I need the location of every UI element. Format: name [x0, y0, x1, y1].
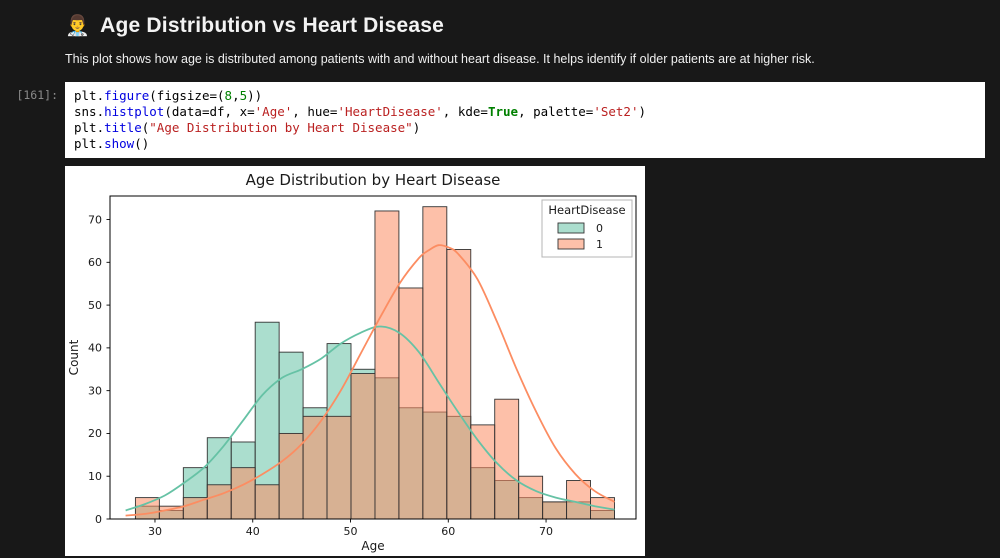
chart-title: Age Distribution by Heart Disease	[246, 171, 501, 189]
legend-title: HeartDisease	[548, 203, 625, 217]
svg-text:40: 40	[246, 525, 260, 538]
markdown-description: This plot shows how age is distributed a…	[65, 52, 815, 66]
svg-text:50: 50	[88, 299, 102, 312]
svg-text:50: 50	[344, 525, 358, 538]
y-axis-label: Count	[67, 339, 81, 375]
svg-text:70: 70	[539, 525, 553, 538]
code-line: plt.figure(figsize=(8,5))	[74, 88, 263, 103]
svg-text:30: 30	[148, 525, 162, 538]
output-prompt-spacer	[0, 166, 65, 172]
output-cell: Age Distribution by Heart Disease 30 40 50 6…	[0, 166, 1000, 556]
axes-box	[109, 195, 637, 520]
svg-text:0: 0	[95, 513, 102, 526]
y-axis: 0 10 20 30 40 50 60 70	[88, 213, 110, 526]
svg-text:20: 20	[88, 427, 102, 440]
svg-text:70: 70	[88, 213, 102, 226]
doctor-emoji-icon: 👨‍⚕️	[65, 15, 91, 37]
page-title: 👨‍⚕️ Age Distribution vs Heart Disease	[65, 14, 984, 38]
code-line: plt.title("Age Distribution by Heart Dis…	[74, 120, 421, 135]
svg-text:60: 60	[441, 525, 455, 538]
bars-series-1	[134, 206, 615, 520]
kde-line-0	[125, 325, 615, 512]
kde-line-1	[125, 244, 615, 517]
code-cell[interactable]: [161]: plt.figure(figsize=(8,5)) sns.hist…	[0, 82, 1000, 158]
svg-text:30: 30	[88, 384, 102, 397]
markdown-cell: 👨‍⚕️ Age Distribution vs Heart Disease T…	[65, 14, 984, 66]
svg-text:60: 60	[88, 256, 102, 269]
x-axis-label: Age	[361, 539, 384, 553]
page-title-text: Age Distribution vs Heart Disease	[100, 14, 444, 37]
legend-swatch-1	[557, 238, 585, 250]
chart-legend: HeartDisease 0 1	[541, 199, 633, 258]
x-axis: 30 40 50 60 70	[148, 519, 553, 538]
execution-count: [161]:	[16, 88, 58, 102]
code-line: plt.show()	[74, 136, 150, 151]
histogram-chart: Age Distribution by Heart Disease 30 40 50 6…	[65, 166, 645, 556]
svg-text:40: 40	[88, 342, 102, 355]
legend-swatch-0	[557, 222, 585, 234]
legend-label: 1	[596, 238, 603, 251]
output-figure: Age Distribution by Heart Disease 30 40 50 6…	[65, 166, 645, 556]
legend-label: 0	[596, 222, 603, 235]
code-editor[interactable]: plt.figure(figsize=(8,5)) sns.histplot(da…	[65, 82, 985, 158]
svg-text:10: 10	[88, 470, 102, 483]
code-line: sns.histplot(data=df, x='Age', hue='Hear…	[74, 104, 647, 119]
